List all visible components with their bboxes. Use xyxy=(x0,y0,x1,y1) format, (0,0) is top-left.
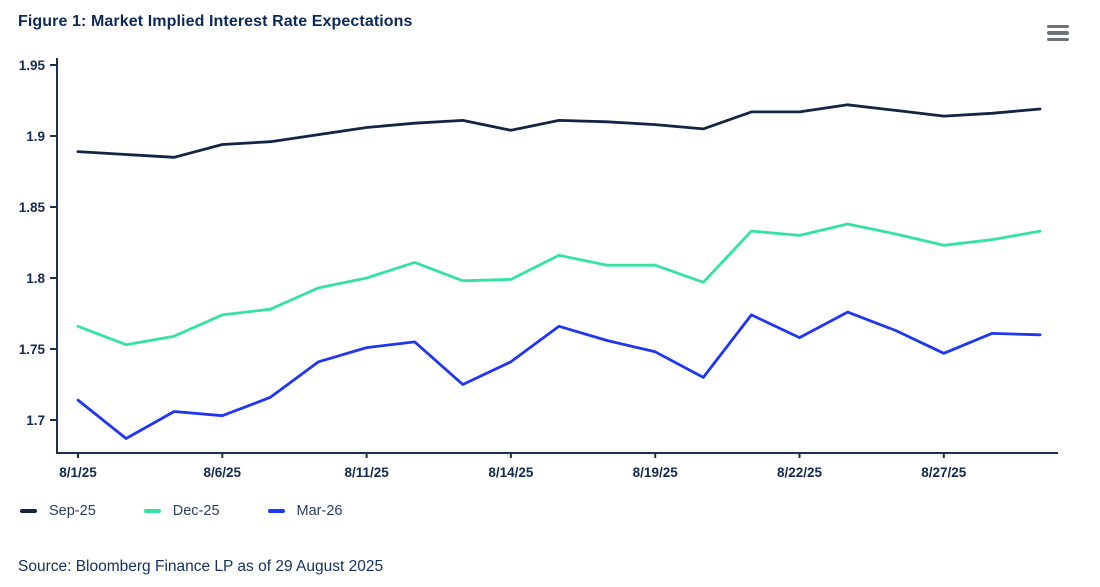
svg-text:8/27/25: 8/27/25 xyxy=(921,465,967,480)
dec-25-line-swatch xyxy=(143,509,161,513)
source-note: Source: Bloomberg Finance LP as of 29 Au… xyxy=(18,558,384,575)
legend-item-sep-25[interactable]: Sep-25 xyxy=(20,503,96,519)
svg-text:1.95: 1.95 xyxy=(19,58,46,73)
svg-text:1.8: 1.8 xyxy=(26,271,45,286)
svg-text:1.75: 1.75 xyxy=(19,342,46,357)
chart-legend: Sep-25 Dec-25 Mar-26 xyxy=(20,503,342,519)
svg-text:1.9: 1.9 xyxy=(26,129,45,144)
figure-title: Figure 1: Market Implied Interest Rate E… xyxy=(18,13,413,30)
legend-label: Mar-26 xyxy=(296,503,343,519)
legend-item-dec-25[interactable]: Dec-25 xyxy=(143,503,220,519)
chart-menu-button[interactable] xyxy=(1044,20,1074,46)
series-line-dec-25 xyxy=(76,222,1042,347)
svg-text:1.7: 1.7 xyxy=(26,413,45,428)
mar-26-line-swatch xyxy=(267,509,285,513)
svg-text:8/6/25: 8/6/25 xyxy=(204,465,242,480)
svg-text:8/1/25: 8/1/25 xyxy=(59,465,97,480)
svg-text:8/19/25: 8/19/25 xyxy=(633,465,679,480)
svg-text:8/22/25: 8/22/25 xyxy=(777,465,823,480)
legend-label: Dec-25 xyxy=(172,503,220,519)
svg-text:8/11/25: 8/11/25 xyxy=(344,465,389,480)
series-line-mar-26 xyxy=(76,310,1042,440)
series-line-sep-25 xyxy=(76,103,1042,159)
legend-item-mar-26[interactable]: Mar-26 xyxy=(267,503,343,519)
sep-25-line-swatch xyxy=(20,509,37,513)
svg-text:8/14/25: 8/14/25 xyxy=(488,465,534,480)
legend-label: Sep-25 xyxy=(49,503,96,519)
interest-rate-line-chart: 1.7 1.75 1.8 1.85 1.9 1.95 8/1/25 8/6/25 8/11/25… xyxy=(19,58,1058,480)
svg-text:1.85: 1.85 xyxy=(19,200,46,215)
